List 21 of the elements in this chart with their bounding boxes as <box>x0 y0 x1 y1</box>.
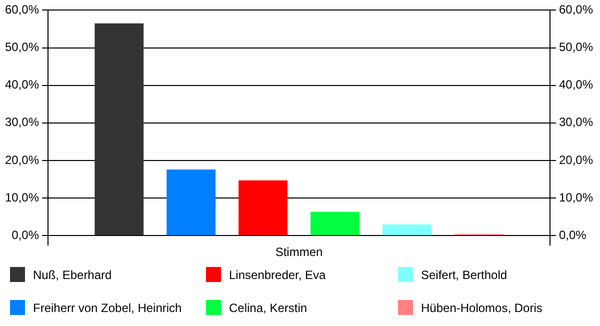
text: 20,0% <box>558 152 594 167</box>
y-tick-label: 40,0% <box>4 78 40 92</box>
text: 0,0% <box>558 228 586 242</box>
y-tick-label: 30,0% <box>4 115 40 130</box>
y-tick-label: 10,0% <box>4 190 40 204</box>
y-tick-label: 0,0% <box>12 228 40 242</box>
legend-label: Seifert, Berthold <box>421 268 508 282</box>
text: 40,0% <box>558 78 594 92</box>
text: 30,0% <box>558 115 594 130</box>
legend-label: Hüben-Holomos, Doris <box>421 300 542 314</box>
text: 50,0% <box>558 40 594 54</box>
legend-label: Freiherr von Zobel, Heinrich <box>33 300 182 314</box>
legend-label: Linsenbreder, Eva <box>229 268 326 282</box>
text: 60,0% <box>558 2 594 17</box>
x-tick-label: Stimmen <box>275 245 323 260</box>
text: 10,0% <box>558 190 594 204</box>
y-tick-label: 60,0% <box>4 2 40 17</box>
y-tick-label: 20,0% <box>4 152 40 167</box>
y-tick-label: 50,0% <box>4 40 40 54</box>
legend-label: Nuß, Eberhard <box>33 268 112 282</box>
legend-label: Celina, Kerstin <box>229 300 308 314</box>
